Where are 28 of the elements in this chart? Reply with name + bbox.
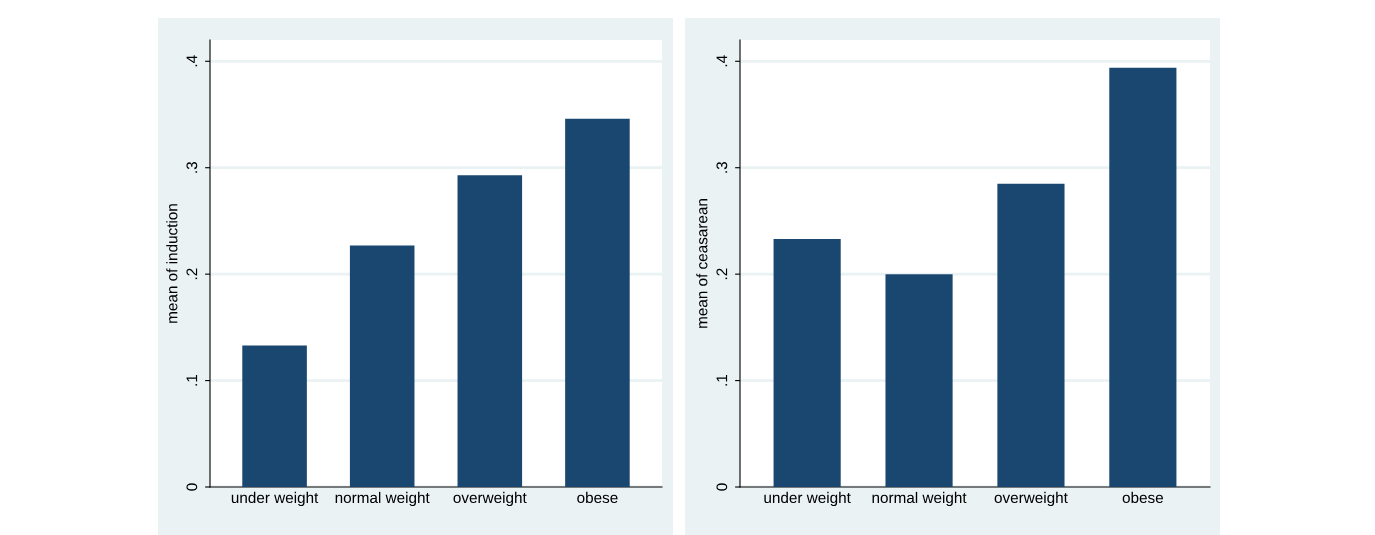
y-tick-label: .2 — [186, 268, 198, 280]
bar — [565, 118, 630, 487]
x-tick-label: overweight — [453, 491, 527, 507]
y-tick-label: .3 — [716, 162, 728, 173]
bar — [242, 345, 307, 487]
bar — [773, 239, 841, 487]
y-tick-label: 0 — [186, 483, 198, 491]
y-tick-label: .1 — [186, 374, 198, 386]
y-tick-label: 0 — [716, 483, 728, 491]
y-tick-label: .4 — [716, 55, 728, 67]
bar — [997, 183, 1065, 487]
x-tick-label: obese — [577, 491, 618, 504]
y-axis-title: mean of ceasarean — [696, 199, 708, 328]
bar — [1109, 67, 1177, 487]
bar — [349, 245, 415, 487]
x-tick-label: under weight — [764, 491, 851, 507]
x-tick-label: under weight — [231, 491, 319, 507]
x-tick-label: overweight — [994, 491, 1068, 507]
x-tick-label: normal weight — [872, 491, 967, 507]
x-tick-label: obese — [1122, 491, 1163, 504]
y-axis-title: mean of induction — [166, 204, 178, 323]
x-tick-label: normal weight — [335, 491, 430, 507]
y-tick-label: .2 — [716, 268, 728, 280]
y-tick-label: .3 — [186, 162, 198, 173]
bar — [457, 175, 523, 487]
y-tick-label: .1 — [716, 374, 728, 386]
bar — [885, 274, 953, 487]
y-tick-label: .4 — [186, 55, 198, 67]
